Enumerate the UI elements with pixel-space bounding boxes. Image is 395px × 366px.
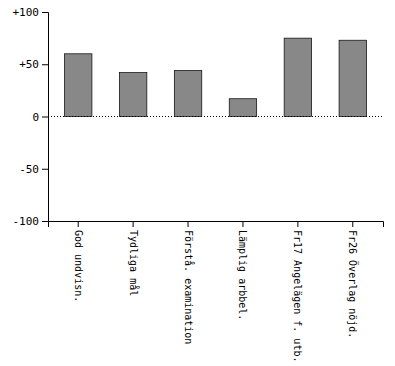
bar: [284, 38, 311, 116]
y-tick-label: 0: [32, 111, 39, 124]
y-tick-label: +100: [13, 6, 40, 19]
y-tick-label: +50: [19, 58, 39, 71]
x-tick: God undvisn.: [73, 221, 84, 302]
y-tick-label: -50: [19, 163, 39, 176]
x-tick-mark: [188, 221, 189, 227]
bar: [119, 73, 146, 117]
y-tick: +100: [13, 6, 49, 19]
x-tick-mark: [78, 221, 79, 227]
y-tick: -50: [19, 163, 48, 176]
x-tick-mark: [352, 221, 353, 227]
y-axis-line: [42, 13, 49, 222]
x-tick-label: Lämplig arbbel.: [237, 230, 248, 320]
x-tick-label: Fr26 Överlag nöjd.: [347, 230, 359, 338]
bar: [174, 71, 201, 117]
x-tick-mark: [242, 221, 243, 227]
x-tick-label: Tydliga mål: [128, 230, 140, 296]
y-tick-label: -100: [13, 215, 40, 228]
y-axis: -100 -50 0 +50 +100: [13, 6, 49, 228]
x-tick: Fr26 Överlag nöjd.: [347, 221, 359, 338]
y-tick-mark: [42, 64, 48, 65]
bar: [339, 40, 366, 116]
x-tick: Lämplig arbbel.: [237, 221, 248, 320]
x-tick-label: God undvisn.: [73, 230, 84, 302]
chart-container: -100 -50 0 +50 +100 God undvisn. Tydliga mål Fö…: [0, 0, 395, 366]
y-tick-mark: [42, 117, 48, 118]
y-tick-mark: [42, 12, 48, 13]
bars: [64, 38, 366, 116]
y-tick: -100: [13, 215, 49, 228]
x-tick: Tydliga mål: [128, 221, 140, 296]
bar: [64, 54, 91, 117]
y-tick: 0: [32, 111, 48, 124]
y-tick-mark: [42, 169, 48, 170]
chart-svg: -100 -50 0 +50 +100 God undvisn. Tydliga mål Fö…: [0, 0, 395, 366]
x-axis-line: [49, 222, 384, 228]
plot: -100 -50 0 +50 +100 God undvisn. Tydliga mål Fö…: [13, 6, 384, 362]
x-axis: God undvisn. Tydliga mål Förstå. examinati…: [49, 221, 384, 362]
zero-line: [48, 116, 383, 117]
y-tick-mark: [42, 221, 48, 222]
x-tick-label: Fr17 Angelägen f. utb.: [292, 230, 303, 362]
x-tick: Förstå. examination: [183, 221, 195, 344]
x-tick-mark: [297, 221, 298, 227]
bar: [229, 99, 256, 117]
y-tick: +50: [19, 58, 48, 71]
x-tick-mark: [133, 221, 134, 227]
x-tick: Fr17 Angelägen f. utb.: [292, 221, 303, 362]
x-tick-label: Förstå. examination: [183, 230, 195, 344]
